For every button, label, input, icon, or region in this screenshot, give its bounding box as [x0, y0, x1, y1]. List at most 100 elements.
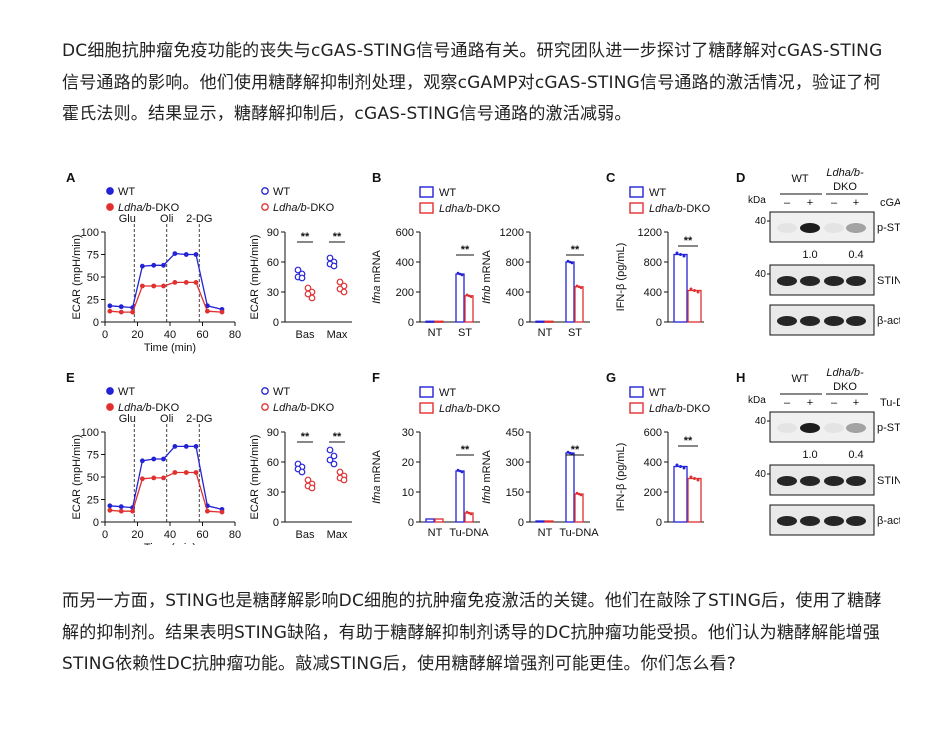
blot-quant: 1.0 [802, 449, 817, 461]
scatter-point [336, 278, 344, 286]
data-point [161, 456, 166, 462]
legend-label: Ldha/b-DKO [273, 402, 335, 414]
seahorse-x-tick-label: 0 [102, 329, 108, 341]
data-point [193, 252, 199, 257]
panel-label-c: C [606, 170, 616, 185]
scatter-point [304, 290, 312, 298]
paragraph-discussion: 而另一方面，STING也是糖酵解影响DC细胞的抗肿瘤免疫激活的关键。他们在敲除了… [62, 591, 882, 674]
seahorse-x-tick-label: 20 [131, 529, 143, 541]
bar [535, 520, 545, 523]
legend-swatch [629, 202, 644, 214]
legend-marker [261, 187, 269, 195]
data-point [139, 263, 145, 269]
blot-band [824, 423, 844, 433]
bar-point [568, 260, 572, 264]
legend-swatch [629, 402, 644, 414]
data-point [161, 475, 166, 481]
blot-band [777, 423, 797, 433]
blot-band [800, 276, 820, 286]
blot-band [846, 316, 866, 326]
blot-box [769, 411, 875, 443]
bar-point [679, 465, 682, 468]
sig-label: ** [684, 435, 693, 447]
blot-treatment-label: Tu-DNA [880, 397, 900, 409]
ifnb-y-tick-label: 450 [506, 427, 524, 439]
data-point [139, 476, 145, 482]
scatter-y-tick-label: 0 [273, 317, 279, 329]
blot-band [824, 516, 844, 526]
blot-band [824, 223, 844, 233]
ifnb-y-tick-label: 1200 [500, 227, 524, 239]
bar [565, 261, 575, 323]
legend-swatch [629, 186, 644, 198]
ifna-y-tick-label: 0 [408, 317, 414, 329]
series-line-wt [109, 252, 223, 311]
blot-quant: 1.0 [802, 249, 817, 261]
panel-label-e: E [66, 370, 75, 385]
blot-band [777, 316, 797, 326]
blot-band-label: β-actin [877, 315, 900, 327]
data-point [118, 309, 124, 315]
ifn-y-tick-label: 400 [644, 287, 662, 299]
sig-label: ** [571, 444, 580, 456]
scatter-y-tick-label: 90 [267, 227, 279, 239]
legend-marker [261, 403, 269, 411]
data-point [130, 309, 136, 315]
seahorse-ylabel: ECAR (mpH/min) [71, 235, 83, 320]
seahorse-x-tick-label: 80 [229, 529, 241, 541]
ifna-y-tick-label: 400 [396, 257, 414, 269]
ifna-y-tick-label: 0 [408, 517, 414, 529]
data-point [172, 444, 178, 449]
legend-label: Ldha/b-DKO [118, 402, 180, 414]
scatter-point [326, 446, 334, 454]
seahorse-y-tick-label: 75 [87, 250, 99, 262]
bar-point [465, 293, 469, 297]
blot-band [846, 516, 866, 526]
bar [434, 518, 444, 523]
figure: A B C DWTLdha/b-DKOWTLdha/b-DKOWTLdha/b-DKO… [66, 167, 900, 545]
bar-point [675, 251, 679, 255]
scatter-y-tick-label: 90 [267, 427, 279, 439]
bar-point [579, 493, 583, 497]
bar [425, 518, 435, 523]
injection-label: Glu [119, 213, 136, 225]
scatter-y-tick-label: 30 [267, 487, 279, 499]
blot-kda: kDa [748, 195, 766, 206]
blot-quant: 0.4 [848, 449, 863, 461]
sig-label: ** [571, 244, 580, 256]
bar-point [465, 510, 469, 514]
blot-band [777, 223, 797, 233]
legend-label: WT [649, 387, 666, 399]
legend-swatch [419, 202, 434, 214]
bar-point [460, 470, 464, 474]
ifna-y-tick-label: 30 [402, 427, 414, 439]
blot-treatment-sign: – [831, 197, 838, 209]
bar-point [579, 286, 583, 290]
seahorse-x-tick-label: 20 [131, 329, 143, 341]
ifnb-category-label: Tu-DNA [559, 527, 599, 539]
bar [687, 477, 702, 523]
bar-point [456, 271, 460, 275]
data-point [151, 475, 157, 481]
legend-marker [261, 387, 269, 395]
bar [455, 470, 465, 523]
ifnb-category-label: ST [568, 327, 582, 339]
bar-point [467, 511, 471, 515]
ifna-y-tick-label: 200 [396, 287, 414, 299]
bar-point [566, 259, 570, 263]
seahorse-y-tick-label: 50 [87, 472, 99, 484]
blot-band [846, 423, 866, 433]
data-point [183, 280, 189, 285]
data-point [193, 444, 199, 449]
ifna-y-tick-label: 20 [402, 457, 414, 469]
bar-point [693, 477, 696, 480]
panel-label-g: G [606, 370, 616, 385]
sig-label: ** [333, 231, 342, 243]
seahorse-y-tick-label: 25 [87, 495, 99, 507]
ifn-ylabel: IFN-β (pg/mL) [615, 243, 627, 312]
blot-band [846, 276, 866, 286]
data-point [219, 309, 225, 315]
blot-band [777, 476, 797, 486]
blot-group-ko2: DKO [833, 181, 857, 193]
panel-label-d: D [736, 170, 745, 185]
